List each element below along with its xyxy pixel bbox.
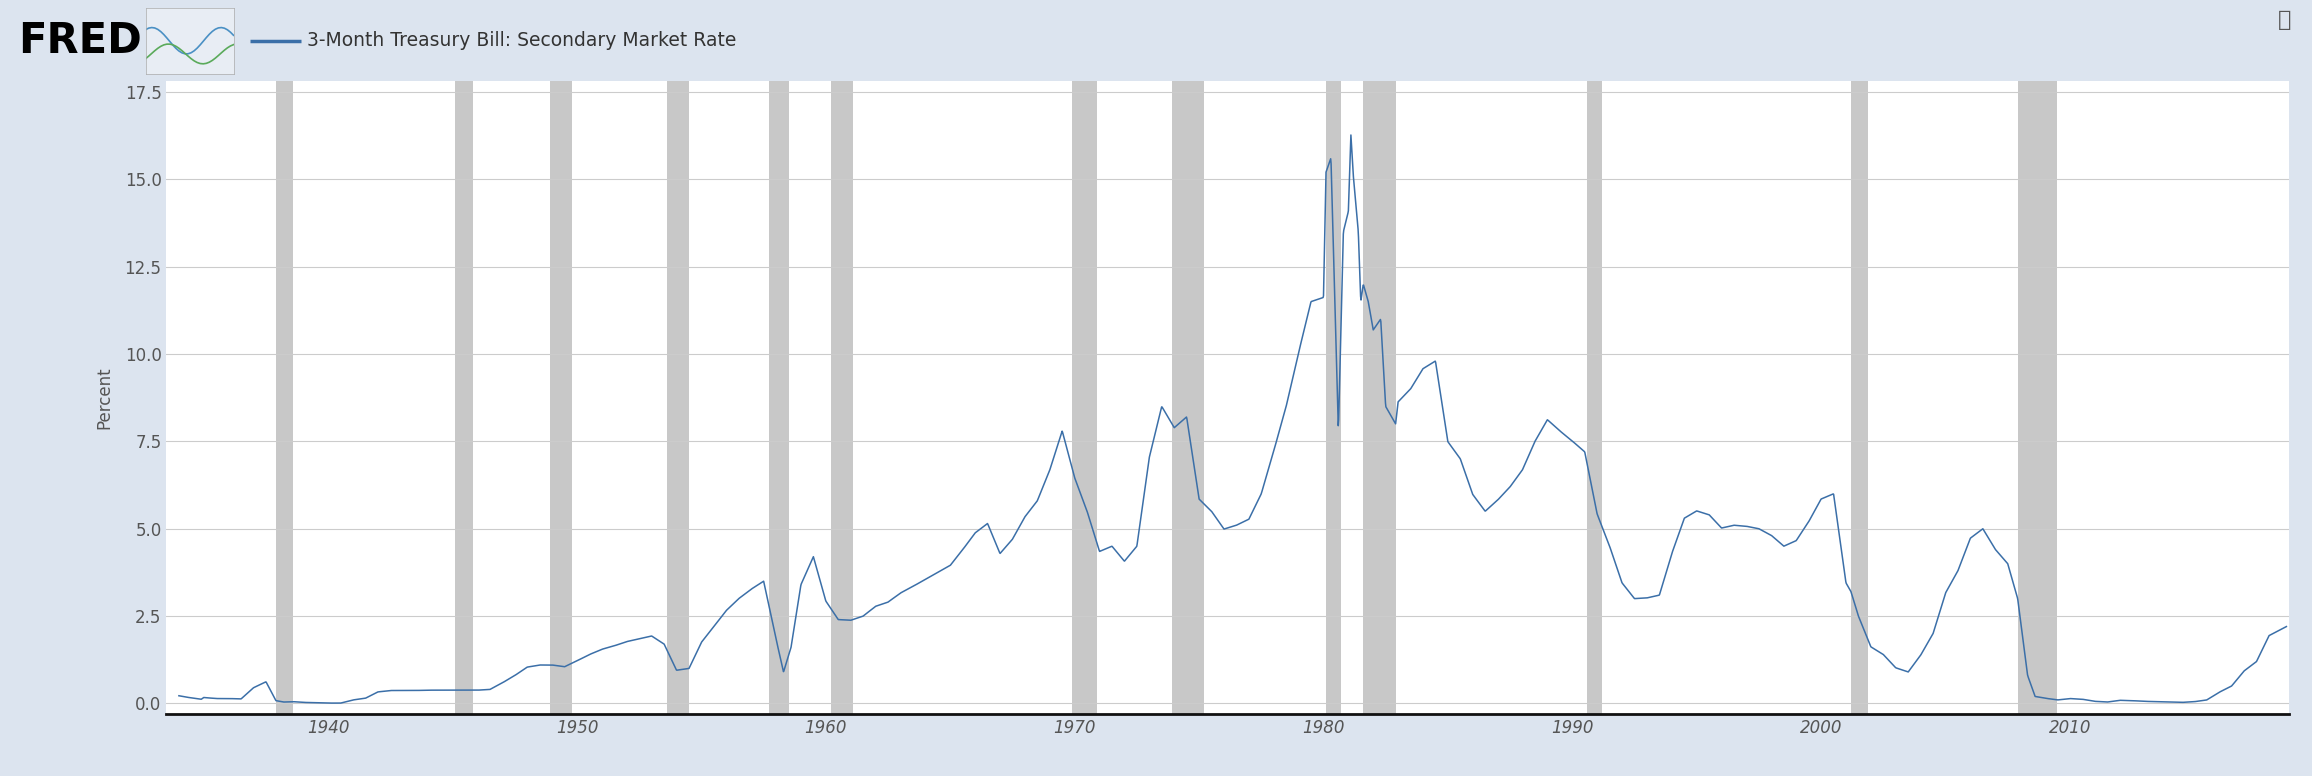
Bar (830, 81, 853, 714)
Bar (1852, 81, 1868, 714)
Text: ⤢: ⤢ (2277, 10, 2291, 30)
Text: FRED: FRED (18, 19, 143, 62)
Bar (666, 81, 689, 714)
Bar (550, 81, 571, 714)
Text: 3-Month Treasury Bill: Secondary Market Rate: 3-Month Treasury Bill: Secondary Market … (307, 31, 738, 50)
Bar (455, 81, 472, 714)
Y-axis label: Percent: Percent (95, 366, 113, 429)
Bar (1073, 81, 1096, 714)
Bar (1327, 81, 1341, 714)
Bar (1364, 81, 1396, 714)
Bar (2018, 81, 2058, 714)
Bar (1588, 81, 1602, 714)
Bar (275, 81, 294, 714)
Bar (1172, 81, 1205, 714)
Bar (768, 81, 788, 714)
